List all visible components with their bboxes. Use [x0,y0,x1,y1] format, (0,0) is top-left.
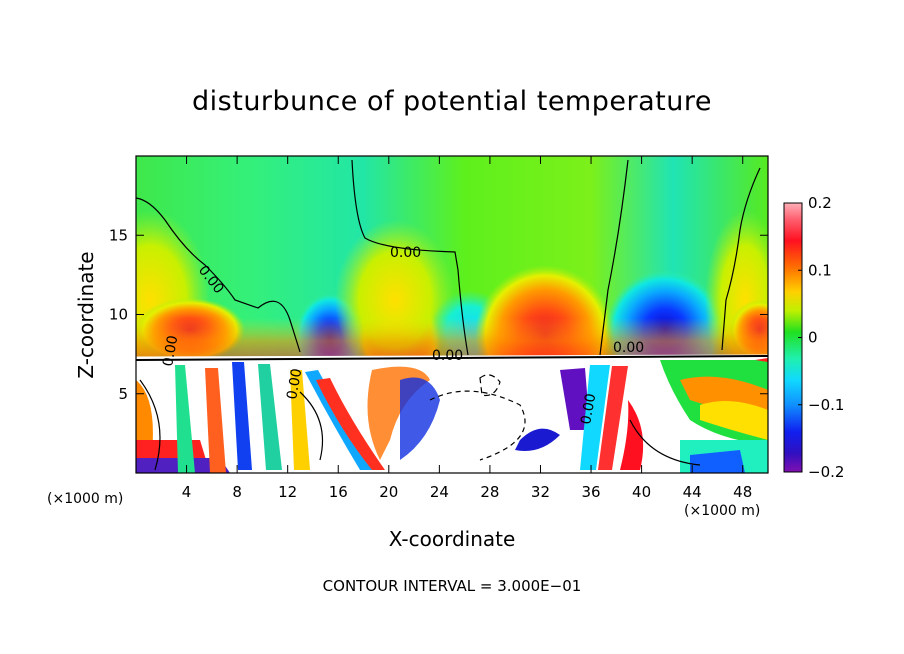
x-tick-label: 12 [278,483,297,501]
contour-label: 0.00 [613,340,644,356]
y-tick-label: 5 [118,385,128,403]
contour-label: 0.00 [390,245,421,261]
contour-label: 0.00 [578,392,599,425]
contour-label: 0.00 [160,334,181,367]
colorbar-tick-label: −0.2 [808,463,844,481]
contour-interval-note: CONTOUR INTERVAL = 3.000E−01 [322,577,582,595]
x-tick-label: 32 [531,483,550,501]
y-tick-label: 10 [109,306,128,324]
colorbar-tick-label: 0.2 [808,194,832,212]
x-axis-ticks: 4 8 12 16 20 24 28 32 36 40 44 48 [182,156,752,501]
chart-title: disturbunce of potential temperature [192,86,712,117]
colorbar-tick-label: 0.1 [808,261,832,279]
contour-label: 0.00 [432,348,463,364]
colorbar-tick-label: 0 [808,329,818,347]
contour-label: 0.00 [284,367,305,400]
colorbar-tick-label: −0.1 [808,396,844,414]
x-tick-label: 24 [430,483,449,501]
x-axis-label: X-coordinate [388,527,516,551]
y-axis-ticks: 5 10 15 [109,226,768,403]
contour-labels: 0.000.000.00 0.000.000.000.00 [160,245,644,426]
colorbar: 0.2 0.1 0 −0.1 −0.2 [783,194,844,481]
x-unit-label-left: (×1000 m) [47,491,124,507]
x-tick-label: 48 [733,483,752,501]
x-tick-label: 44 [683,483,702,501]
x-unit-label-right: (×1000 m) [684,503,761,519]
x-tick-label: 28 [480,483,499,501]
y-tick-label: 15 [109,226,128,244]
contour-lines [135,159,769,471]
x-tick-label: 36 [581,483,600,501]
x-tick-label: 8 [232,483,242,501]
x-tick-label: 20 [379,483,398,501]
x-tick-label: 4 [182,483,192,501]
x-tick-label: 40 [632,483,651,501]
colorbar-ticks: 0.2 0.1 0 −0.1 −0.2 [798,194,844,481]
x-tick-label: 16 [329,483,348,501]
heatmap-field [136,156,768,473]
